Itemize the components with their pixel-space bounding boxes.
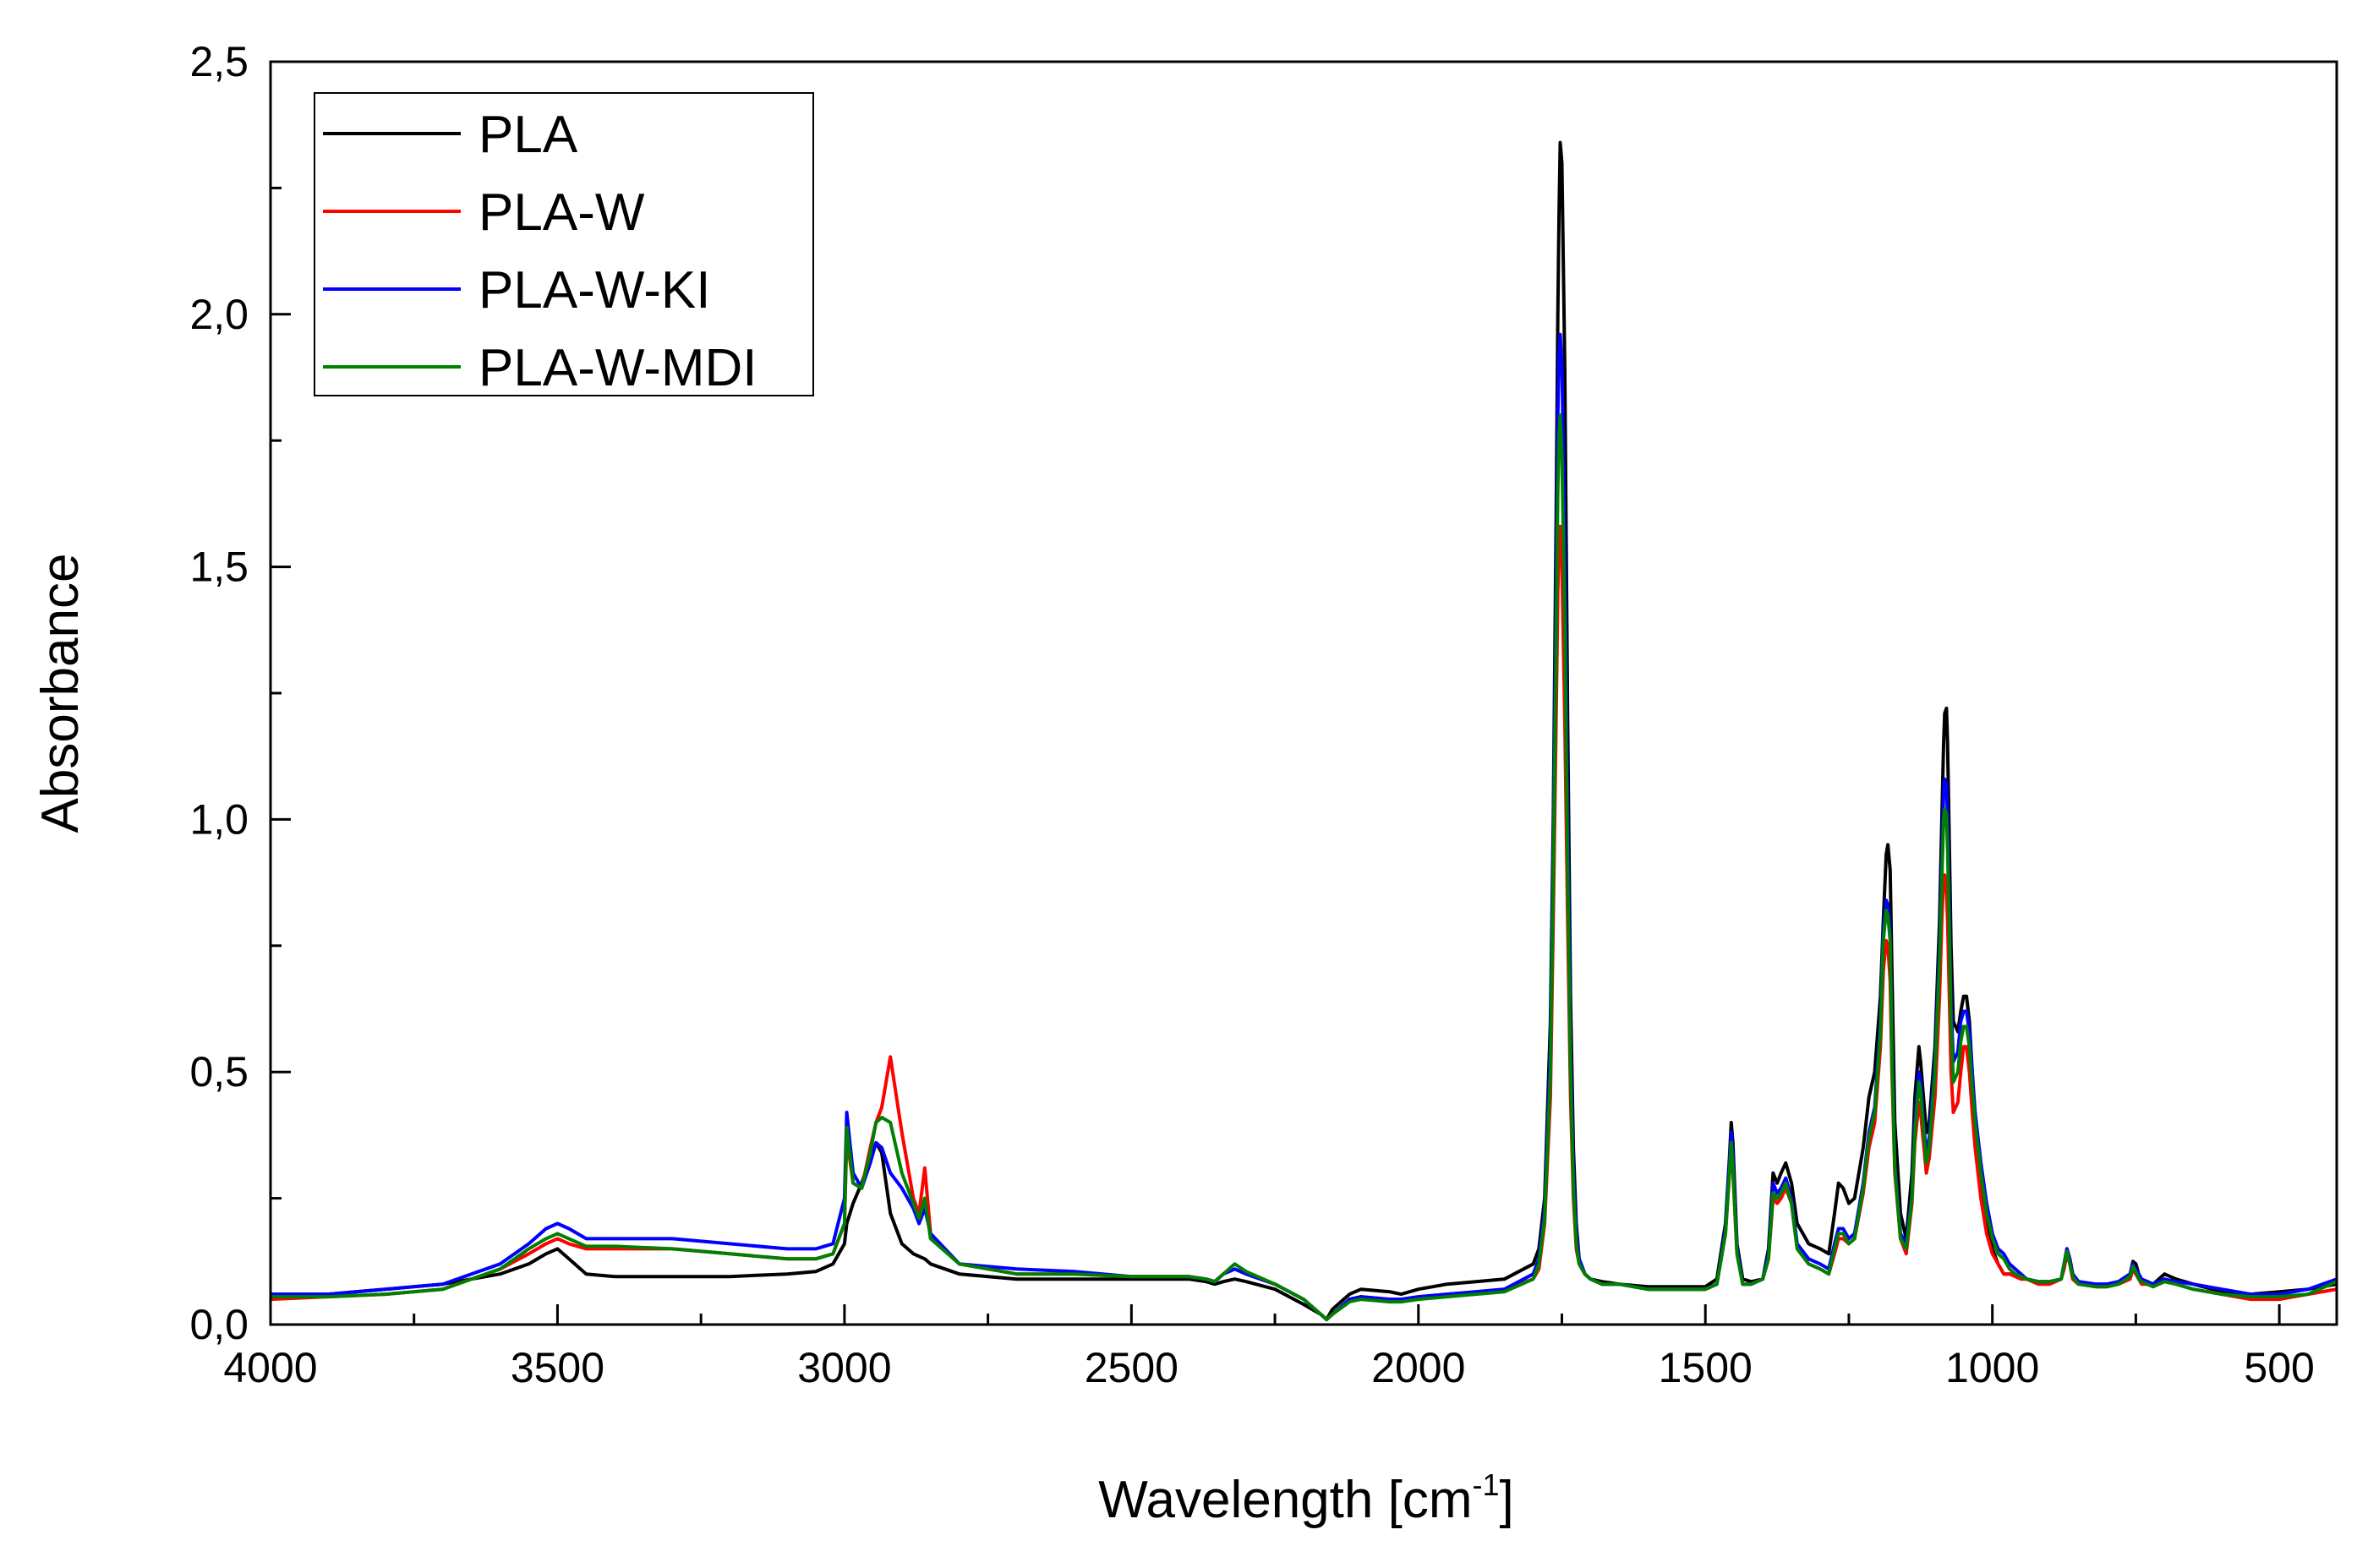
y-tick-label: 2,0 xyxy=(189,291,249,338)
legend: PLA PLA-W PLA-W-KI PLA-W-MDI xyxy=(314,92,814,397)
legend-label-pla-w-mdi: PLA-W-MDI xyxy=(479,339,757,397)
y-tick-label: 1,5 xyxy=(189,544,249,591)
legend-label-pla: PLA xyxy=(479,106,578,164)
series-layer xyxy=(270,140,2338,1321)
legend-label-pla-w-ki: PLA-W-KI xyxy=(479,261,710,320)
x-tick-label: 4000 xyxy=(223,1344,317,1391)
x-axis-title-main: Wavelength [cm xyxy=(1098,1471,1472,1529)
legend-items: PLA PLA-W PLA-W-KI PLA-W-MDI xyxy=(323,106,757,397)
x-tick-label: 2000 xyxy=(1371,1344,1465,1391)
series-line-pla-w-mdi xyxy=(271,413,2338,1321)
x-tick-label: 2500 xyxy=(1085,1344,1178,1391)
tick-layer: 4000 3500 3000 2500 2000 1500 1000 500 0,0 0,5 1,0… xyxy=(189,38,2314,1391)
x-axis-title-end: ] xyxy=(1500,1471,1514,1529)
y-tick-label: 2,5 xyxy=(189,38,249,85)
y-tick-label: 0,0 xyxy=(189,1301,249,1348)
x-axis-title-superscript: -1 xyxy=(1472,1467,1499,1502)
y-axis-title: Absorbance xyxy=(31,554,90,833)
y-tick-label: 1,0 xyxy=(189,795,249,843)
legend-label-pla-w: PLA-W xyxy=(479,183,645,242)
series-line-pla-w xyxy=(270,524,2338,1321)
series-line-pla-w-ki xyxy=(271,332,2338,1321)
x-tick-label: 3500 xyxy=(511,1344,604,1391)
x-axis-title: Wavelength [cm-1] xyxy=(1098,1467,1513,1529)
x-tick-label: 1000 xyxy=(1945,1344,2039,1391)
x-tick-label: 3000 xyxy=(797,1344,891,1391)
y-tick-label: 0,5 xyxy=(189,1048,249,1095)
x-tick-label: 1500 xyxy=(1659,1344,1753,1391)
x-tick-label: 500 xyxy=(2244,1344,2314,1391)
legend-box xyxy=(314,92,814,396)
